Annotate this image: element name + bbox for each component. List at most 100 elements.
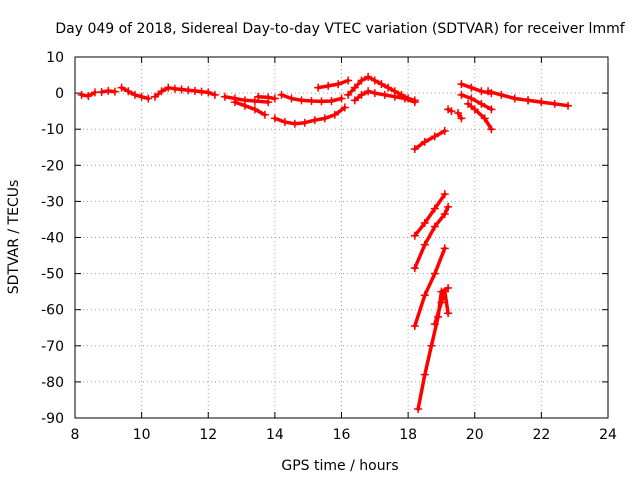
data-point — [220, 92, 229, 101]
data-point — [457, 80, 466, 89]
data-point — [480, 114, 489, 123]
data-point — [467, 83, 476, 92]
data-point — [477, 99, 486, 108]
x-tick-label: 10 — [133, 427, 151, 443]
data-point — [110, 87, 119, 96]
data-point — [457, 114, 466, 123]
series-arc-20 — [454, 108, 466, 123]
data-point — [420, 291, 429, 300]
data-point — [430, 269, 439, 278]
data-point — [320, 114, 329, 123]
y-tick-label: -70 — [41, 339, 64, 355]
y-tick-label: -60 — [41, 303, 64, 319]
plot-border — [74, 56, 609, 419]
data-point — [440, 127, 449, 136]
series-arc-4 — [150, 83, 219, 101]
data-point — [380, 90, 389, 99]
data-point — [150, 92, 159, 101]
data-point — [430, 320, 439, 329]
x-axis-ticks: 8 10 12 14 16 18 20 22 24 — [71, 57, 617, 443]
data-point — [270, 94, 279, 103]
series-arc-13 — [410, 127, 449, 154]
data-point — [537, 98, 546, 107]
data-point — [250, 105, 259, 114]
series-band — [459, 93, 494, 112]
data-point — [210, 90, 219, 99]
series-arc-25 — [524, 96, 573, 110]
data-point — [344, 76, 353, 85]
data-point — [437, 298, 446, 307]
data-point — [410, 264, 419, 273]
data-point — [314, 83, 323, 92]
series-band — [413, 192, 447, 238]
data-point — [310, 116, 319, 125]
data-point — [370, 76, 379, 85]
data-point — [327, 97, 336, 106]
data-point — [430, 204, 439, 213]
data-point — [410, 145, 419, 154]
data-point — [510, 94, 519, 103]
data-point — [550, 99, 559, 108]
y-tick-label: -20 — [41, 158, 64, 174]
series-arc-18 — [430, 287, 453, 329]
data-point — [250, 97, 259, 106]
data-point — [470, 105, 479, 114]
data-point — [290, 119, 299, 128]
data-point — [384, 83, 393, 92]
data-point — [144, 94, 153, 103]
series-arc-1 — [77, 88, 99, 100]
series-arc-9 — [277, 90, 346, 106]
data-point — [420, 219, 429, 228]
data-point — [300, 118, 309, 127]
series-arc-12 — [350, 87, 419, 107]
data-point — [420, 370, 429, 379]
data-point — [377, 80, 386, 89]
data-point — [430, 222, 439, 231]
data-point — [357, 76, 366, 85]
x-tick-label: 16 — [333, 427, 351, 443]
data-point — [164, 83, 173, 92]
data-point — [457, 90, 466, 99]
data-point — [277, 90, 286, 99]
x-tick-label: 24 — [599, 427, 617, 443]
data-point — [297, 96, 306, 105]
data-point — [84, 91, 93, 100]
series-arc-8 — [270, 103, 349, 128]
series-band — [413, 246, 447, 328]
data-point — [240, 101, 249, 110]
y-tick-label: -80 — [41, 375, 64, 391]
data-point — [77, 90, 86, 99]
data-point — [254, 92, 263, 101]
data-point — [364, 72, 373, 81]
data-point — [124, 87, 133, 96]
data-point — [287, 94, 296, 103]
x-tick-label: 18 — [399, 427, 417, 443]
data-point — [444, 309, 453, 318]
y-axis-ticks: 10 0 -10 -20 -30 -40 -50 -60 -70 -80 -90 — [41, 50, 608, 427]
data-point — [260, 110, 269, 119]
data-point — [307, 97, 316, 106]
series-band — [466, 102, 494, 131]
data-point — [350, 96, 359, 105]
series-arc-22 — [457, 90, 496, 114]
data-point — [410, 98, 419, 107]
x-tick-label: 8 — [71, 427, 80, 443]
x-tick-label: 22 — [532, 427, 550, 443]
x-axis-label: GPS time / hours — [281, 458, 398, 474]
y-tick-label: -90 — [41, 411, 64, 427]
series-arc-3 — [117, 83, 153, 103]
data-point — [440, 287, 449, 296]
data-point — [280, 117, 289, 126]
data-point — [400, 94, 409, 103]
data-point — [334, 80, 343, 89]
data-point — [390, 92, 399, 101]
series-band — [433, 289, 450, 326]
data-point — [344, 90, 353, 99]
x-tick-label: 12 — [199, 427, 217, 443]
y-tick-label: -10 — [41, 122, 64, 138]
series-band — [233, 100, 267, 117]
data-point — [484, 87, 493, 96]
data-point — [317, 97, 326, 106]
series-arc-16 — [410, 244, 449, 330]
